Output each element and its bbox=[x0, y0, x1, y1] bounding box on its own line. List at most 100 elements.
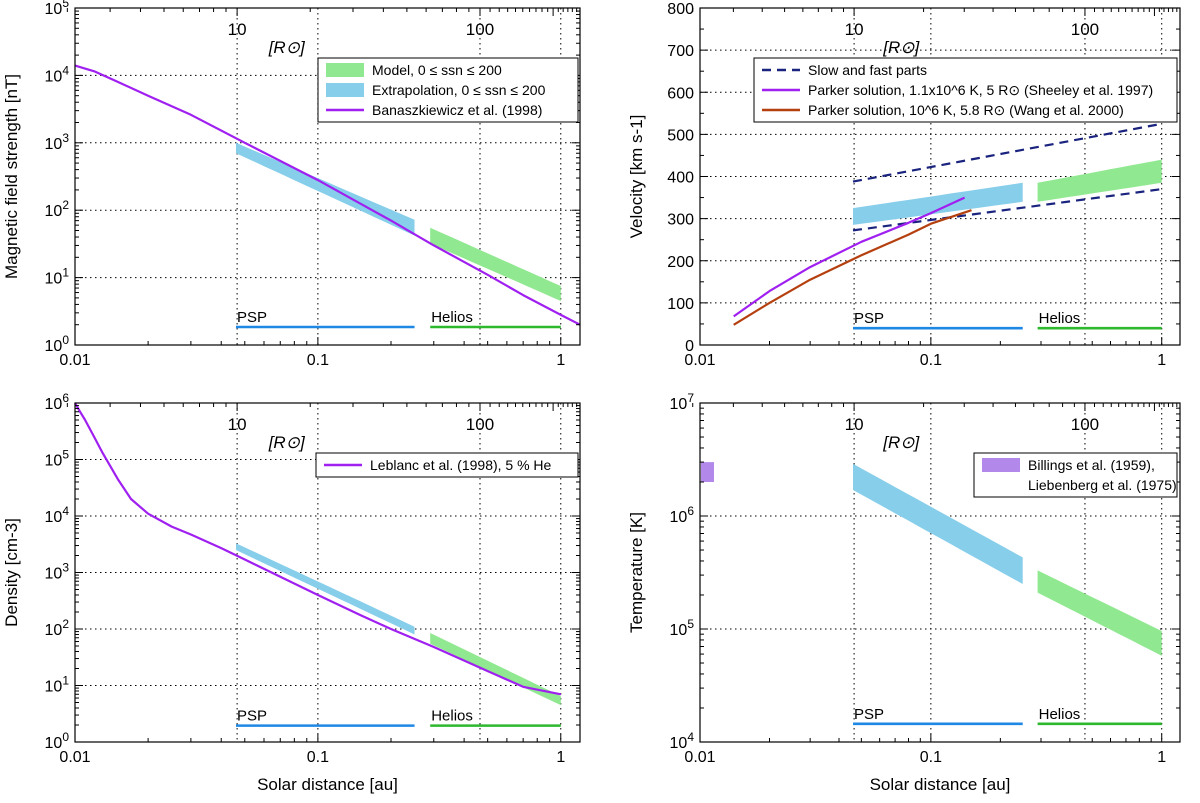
band-extrapolation bbox=[236, 543, 415, 635]
legend-box bbox=[753, 57, 1178, 123]
x-tick-label: 1 bbox=[556, 749, 565, 766]
y-axis-label: Magnetic field strength [nT] bbox=[2, 74, 21, 279]
y-tick-label: 107 bbox=[670, 391, 695, 413]
top-tick-label: 100 bbox=[1071, 20, 1099, 39]
legend-entry-label: Model, 0 ≤ ssn ≤ 200 bbox=[372, 62, 502, 78]
top-axis-unit: [R⊙] bbox=[882, 433, 920, 452]
legend-swatch bbox=[326, 83, 364, 97]
top-tick-label: 10 bbox=[228, 415, 247, 434]
top-axis-unit: [R⊙] bbox=[268, 433, 306, 452]
top-axis-unit: [R⊙] bbox=[882, 38, 920, 57]
legend-entry-label: Liebenberg et al. (1975) bbox=[1028, 477, 1177, 493]
x-axis-label: Solar distance [au] bbox=[870, 775, 1011, 794]
y-tick-label: 104 bbox=[45, 63, 70, 85]
x-tick-label: 0.01 bbox=[59, 352, 90, 369]
x-tick-label: 1 bbox=[1157, 749, 1166, 766]
x-tick-label: 0.1 bbox=[307, 352, 329, 369]
legend: Model, 0 ≤ ssn ≤ 200 Extrapolation, 0 ≤ s… bbox=[317, 57, 579, 123]
y-tick-label: 100 bbox=[667, 296, 694, 313]
y-axis-label: Temperature [K] bbox=[627, 512, 646, 633]
y-tick-label: 800 bbox=[667, 1, 694, 18]
legend: Leblanc et al. (1998), 5 % He bbox=[315, 452, 579, 478]
x-tick-label: 0.01 bbox=[684, 352, 715, 369]
span-label-psp: PSP bbox=[854, 706, 884, 723]
x-tick-label: 0.01 bbox=[684, 749, 715, 766]
legend-entry-label: Parker solution, 1.1x10^6 K, 5 R⊙ (Sheel… bbox=[808, 82, 1153, 98]
plot-frame bbox=[699, 402, 1181, 743]
y-tick-label: 106 bbox=[670, 504, 695, 526]
span-label-psp: PSP bbox=[237, 309, 267, 326]
y-tick-label: 300 bbox=[667, 212, 694, 229]
top-tick-label: 100 bbox=[466, 415, 494, 434]
y-tick-label: 700 bbox=[667, 43, 694, 60]
y-tick-label: 102 bbox=[45, 617, 70, 639]
plot-frame bbox=[74, 7, 581, 346]
panel-t: PSP Helios 104 105 106 107 0.01 0.1 1 10 100 [R⊙] Te… bbox=[627, 391, 1181, 794]
y-tick-label: 104 bbox=[670, 730, 695, 752]
x-tick-label: 1 bbox=[1157, 352, 1166, 369]
band-model bbox=[1037, 570, 1162, 656]
series-line-leblanc-et-al-1998-5-he bbox=[74, 402, 562, 696]
y-tick-label: 200 bbox=[667, 254, 694, 271]
y-tick-label: 101 bbox=[45, 266, 70, 288]
y-tick-label: 0 bbox=[685, 338, 694, 355]
legend-entry-label: Slow and fast parts bbox=[808, 62, 927, 78]
panel-n: PSP Helios 100 101 102 103 104 105 106 0.01 0.1 1 10… bbox=[2, 391, 581, 794]
legend-entry-label: Leblanc et al. (1998), 5 % He bbox=[370, 457, 552, 473]
y-tick-label: 600 bbox=[667, 85, 694, 102]
x-tick-label: 0.1 bbox=[920, 352, 942, 369]
y-tick-label: 103 bbox=[45, 131, 70, 153]
legend-swatch bbox=[326, 63, 364, 77]
y-tick-label: 104 bbox=[45, 504, 70, 526]
band-billings-liebenberg bbox=[701, 462, 714, 482]
span-label-helios: Helios bbox=[1039, 310, 1081, 327]
series-line-parker-solution-1-1x10-6-k-5-r-sheeley-e bbox=[733, 196, 966, 318]
top-tick-label: 100 bbox=[466, 20, 494, 39]
legend-swatch bbox=[982, 458, 1020, 472]
x-tick-label: 1 bbox=[556, 352, 565, 369]
panel-v: PSP Helios 0 100 200 300 400 500 600 700 800 0.01 0.… bbox=[627, 1, 1181, 369]
top-axis-unit: [R⊙] bbox=[268, 38, 306, 57]
y-tick-label: 105 bbox=[45, 448, 70, 470]
legend-entry-label: Billings et al. (1959), bbox=[1028, 457, 1155, 473]
legend-entry-label: Parker solution, 10^6 K, 5.8 R⊙ (Wang et… bbox=[808, 102, 1124, 118]
y-axis-label: Velocity [km s-1] bbox=[627, 115, 646, 239]
series-line-fast-part bbox=[852, 122, 1162, 183]
y-axis-label: Density [cm-3] bbox=[2, 518, 21, 627]
y-tick-label: 105 bbox=[670, 617, 695, 639]
y-tick-label: 101 bbox=[45, 674, 70, 696]
panel-b: PSP Helios 100 101 102 103 104 105 0.01 0.1 1 10 100… bbox=[2, 0, 581, 369]
y-tick-label: 106 bbox=[45, 391, 70, 413]
series-line-banaszkiewicz-et-al-1998- bbox=[74, 64, 581, 326]
band-extrapolation bbox=[236, 142, 415, 236]
y-tick-label: 400 bbox=[667, 170, 694, 187]
y-tick-label: 105 bbox=[45, 0, 70, 18]
x-tick-label: 0.1 bbox=[920, 749, 942, 766]
legend-entry-label: Extrapolation, 0 ≤ ssn ≤ 200 bbox=[372, 82, 546, 98]
band-model bbox=[430, 227, 561, 301]
x-tick-label: 0.01 bbox=[59, 749, 90, 766]
y-tick-label: 100 bbox=[45, 333, 70, 355]
span-label-psp: PSP bbox=[854, 310, 884, 327]
top-tick-label: 10 bbox=[228, 20, 247, 39]
band-model bbox=[1037, 159, 1162, 202]
top-tick-label: 10 bbox=[845, 415, 864, 434]
span-label-psp: PSP bbox=[237, 708, 267, 725]
top-tick-label: 10 bbox=[845, 20, 864, 39]
span-label-helios: Helios bbox=[1039, 706, 1081, 723]
y-tick-label: 102 bbox=[45, 198, 70, 220]
span-label-helios: Helios bbox=[431, 708, 473, 725]
x-tick-label: 0.1 bbox=[307, 749, 329, 766]
band-extrapolation bbox=[853, 463, 1023, 584]
legend: Billings et al. (1959), Liebenberg et al.… bbox=[973, 452, 1178, 498]
y-tick-label: 103 bbox=[45, 561, 70, 583]
span-label-helios: Helios bbox=[431, 309, 473, 326]
x-axis-label: Solar distance [au] bbox=[257, 775, 398, 794]
series-line-parker-solution-10-6-k-5-8-r-wang-et-al- bbox=[733, 209, 972, 326]
top-tick-label: 100 bbox=[1071, 415, 1099, 434]
legend-entry-label: Banaszkiewicz et al. (1998) bbox=[372, 102, 542, 118]
y-tick-label: 500 bbox=[667, 127, 694, 144]
band-model bbox=[430, 633, 561, 706]
band-extrapolation bbox=[853, 182, 1023, 225]
